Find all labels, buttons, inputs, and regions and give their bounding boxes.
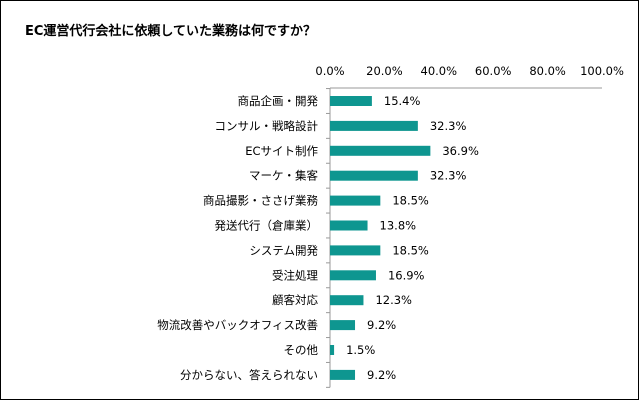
- data-label: 12.3%: [375, 293, 412, 307]
- category-label: 商品撮影・ささげ業務: [203, 194, 318, 208]
- bar: [330, 369, 356, 380]
- bar: [330, 220, 368, 231]
- data-label: 1.5%: [346, 343, 375, 357]
- data-label: 9.2%: [367, 318, 396, 332]
- bar: [330, 270, 376, 281]
- data-label: 13.8%: [380, 219, 417, 233]
- category-label: 顧客対応: [272, 293, 318, 307]
- bar: [330, 195, 381, 206]
- data-label: 15.4%: [384, 94, 421, 108]
- chart-title: EC運営代行会社に依頼していた業務は何ですか？: [25, 24, 317, 39]
- data-label: 18.5%: [392, 194, 429, 208]
- data-label: 32.3%: [430, 169, 467, 183]
- category-label: その他: [284, 343, 319, 357]
- category-label: 商品企画・開発: [238, 94, 319, 108]
- bar: [330, 96, 372, 106]
- category-label: 受注処理: [272, 268, 318, 282]
- x-tick-label: 100.0%: [580, 64, 624, 78]
- category-label: マーケ・集客: [249, 169, 318, 183]
- bar: [330, 345, 335, 355]
- category-label: コンサル・戦略設計: [215, 119, 319, 133]
- category-label: ECサイト制作: [245, 144, 318, 158]
- bar: [330, 320, 356, 331]
- bar: [330, 295, 364, 306]
- category-label: 物流改善やバックオフィス改善: [157, 318, 318, 332]
- data-label: 18.5%: [392, 243, 429, 257]
- category-label: 分からない、答えられない: [180, 368, 318, 382]
- bar: [330, 145, 431, 156]
- x-tick-label: 60.0%: [475, 64, 512, 78]
- bar: [330, 120, 418, 131]
- x-tick-label: 20.0%: [366, 64, 403, 78]
- x-tick-label: 80.0%: [529, 64, 566, 78]
- data-label: 16.9%: [388, 268, 425, 282]
- data-label: 32.3%: [430, 119, 467, 133]
- bar: [330, 170, 418, 181]
- bar: [330, 245, 381, 256]
- data-label: 9.2%: [367, 368, 396, 382]
- category-label: システム開発: [249, 243, 318, 257]
- category-label: 発送代行（倉庫業）: [215, 219, 319, 233]
- x-tick-label: 40.0%: [421, 64, 458, 78]
- x-tick-label: 0.0%: [315, 64, 344, 78]
- data-label: 36.9%: [442, 144, 479, 158]
